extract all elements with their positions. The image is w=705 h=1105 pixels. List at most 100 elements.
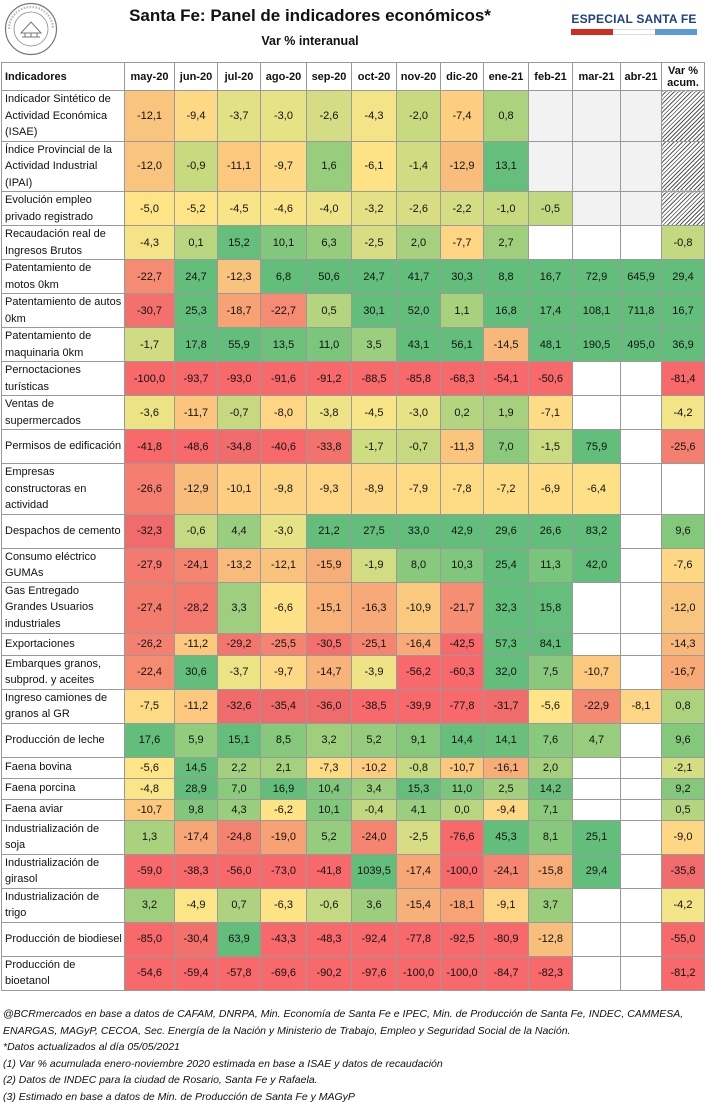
- value-cell: -0,7: [218, 396, 261, 430]
- value-cell: [621, 226, 662, 260]
- value-cell: -13,2: [218, 548, 261, 582]
- value-cell: -93,0: [218, 362, 261, 396]
- value-cell: 5,2: [307, 820, 352, 854]
- indicator-label: Faena bovina: [2, 757, 125, 778]
- value-cell: -7,2: [484, 464, 529, 515]
- value-cell: 11,0: [441, 778, 484, 799]
- value-cell: -68,3: [441, 362, 484, 396]
- value-cell: 0,1: [175, 226, 218, 260]
- value-cell: 30,1: [352, 294, 397, 328]
- value-cell: [621, 799, 662, 820]
- indicator-label: Permisos de edificación: [2, 430, 125, 464]
- value-cell: -30,4: [175, 922, 218, 956]
- value-cell: [621, 91, 662, 142]
- value-cell: -25,6: [662, 430, 705, 464]
- table-row: Pernoctaciones turísticas-100,0-93,7-93,…: [2, 362, 705, 396]
- value-cell: -7,5: [125, 689, 175, 723]
- value-cell: -11,7: [175, 396, 218, 430]
- value-cell: 15,8: [529, 582, 573, 633]
- value-cell: -2,2: [441, 192, 484, 226]
- value-cell: 45,3: [484, 820, 529, 854]
- value-cell: -2,5: [352, 226, 397, 260]
- value-cell: -3,0: [261, 91, 307, 142]
- value-cell: 33,0: [397, 514, 441, 548]
- value-cell: -73,0: [261, 854, 307, 888]
- value-cell: 42,0: [573, 548, 621, 582]
- value-cell: -12,1: [261, 548, 307, 582]
- value-cell: -12,1: [125, 91, 175, 142]
- indicator-label: Embarques granos, subprod. y aceites: [2, 655, 125, 689]
- value-cell: 2,0: [529, 757, 573, 778]
- value-cell: 0,2: [441, 396, 484, 430]
- value-cell: [573, 582, 621, 633]
- value-cell: [621, 956, 662, 990]
- value-cell: 17,8: [175, 328, 218, 362]
- value-cell: 3,5: [352, 328, 397, 362]
- value-cell: [529, 91, 573, 142]
- value-cell: 28,9: [175, 778, 218, 799]
- value-cell: 16,8: [484, 294, 529, 328]
- value-cell: -42,5: [441, 633, 484, 655]
- value-cell: -3,8: [307, 396, 352, 430]
- value-cell: -4,3: [125, 226, 175, 260]
- page-subtitle: Var % interanual: [60, 34, 560, 48]
- value-cell: [662, 141, 705, 192]
- value-cell: -18,7: [218, 294, 261, 328]
- value-cell: -21,7: [441, 582, 484, 633]
- value-cell: 17,6: [125, 723, 175, 757]
- value-cell: 30,6: [175, 655, 218, 689]
- source-notes: @BCRmercados en base a datos de CAFAM, D…: [3, 1006, 703, 1105]
- value-cell: -1,0: [484, 192, 529, 226]
- value-cell: -9,1: [484, 888, 529, 922]
- column-header-6: oct-20: [352, 63, 397, 91]
- value-cell: 24,7: [175, 260, 218, 294]
- column-header-3: jul-20: [218, 63, 261, 91]
- indicator-label: Producción de biodiesel: [2, 922, 125, 956]
- value-cell: -4,2: [662, 888, 705, 922]
- value-cell: 41,7: [397, 260, 441, 294]
- value-cell: 48,1: [529, 328, 573, 362]
- value-cell: -10,1: [218, 464, 261, 515]
- indicator-label: Indicador Sintético de Actividad Económi…: [2, 91, 125, 142]
- value-cell: -3,2: [352, 192, 397, 226]
- value-cell: 14,4: [441, 723, 484, 757]
- value-cell: -18,1: [441, 888, 484, 922]
- value-cell: 27,5: [352, 514, 397, 548]
- value-cell: -4,2: [662, 396, 705, 430]
- value-cell: -22,4: [125, 655, 175, 689]
- value-cell: 7,6: [529, 723, 573, 757]
- value-cell: [529, 141, 573, 192]
- value-cell: -24,1: [484, 854, 529, 888]
- value-cell: 42,9: [441, 514, 484, 548]
- value-cell: -48,6: [175, 430, 218, 464]
- value-cell: -3,0: [261, 514, 307, 548]
- value-cell: 1039,5: [352, 854, 397, 888]
- value-cell: 24,7: [352, 260, 397, 294]
- value-cell: 29,4: [573, 854, 621, 888]
- value-cell: 10,1: [261, 226, 307, 260]
- value-cell: 495,0: [621, 328, 662, 362]
- value-cell: 0,7: [218, 888, 261, 922]
- value-cell: -5,6: [529, 689, 573, 723]
- value-cell: -40,6: [261, 430, 307, 464]
- value-cell: 1,9: [484, 396, 529, 430]
- value-cell: [573, 396, 621, 430]
- value-cell: -25,5: [261, 633, 307, 655]
- value-cell: -35,4: [261, 689, 307, 723]
- value-cell: 30,3: [441, 260, 484, 294]
- column-header-indicadores: Indicadores: [2, 63, 125, 91]
- value-cell: -1,5: [529, 430, 573, 464]
- value-cell: -22,7: [261, 294, 307, 328]
- value-cell: -59,0: [125, 854, 175, 888]
- value-cell: -24,1: [175, 548, 218, 582]
- table-row: Gas Entregado Grandes Usuarios industria…: [2, 582, 705, 633]
- value-cell: 14,5: [175, 757, 218, 778]
- value-cell: [621, 655, 662, 689]
- value-cell: -15,9: [307, 548, 352, 582]
- value-cell: 10,1: [307, 799, 352, 820]
- value-cell: 14,1: [484, 723, 529, 757]
